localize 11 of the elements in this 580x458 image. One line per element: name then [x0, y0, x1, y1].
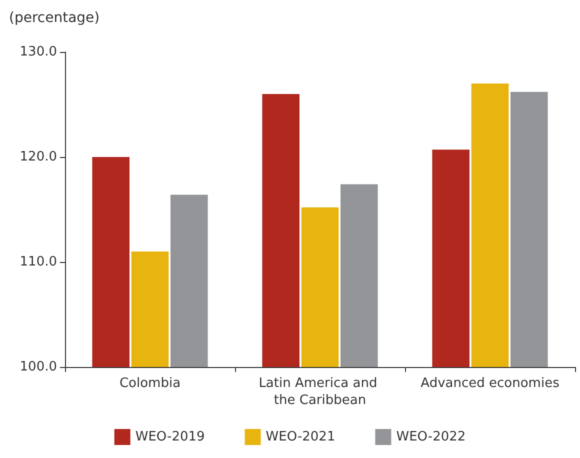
y-tick-label: 130.0: [20, 44, 57, 60]
x-tick-label: Advanced economies: [420, 376, 560, 391]
x-tick-label: Colombia: [119, 376, 181, 391]
y-axis-title: (percentage): [9, 10, 100, 26]
legend-label: WEO-2022: [396, 430, 466, 444]
legend-label: WEO-2019: [135, 430, 205, 444]
y-tick-label: 110.0: [20, 254, 57, 270]
y-tick-label: 100.0: [20, 360, 57, 374]
x-tick-label: Latin America and the Caribbean: [258, 376, 382, 408]
legend-label: WEO-2021: [266, 430, 336, 444]
y-tick-label: 120.0: [20, 150, 57, 164]
